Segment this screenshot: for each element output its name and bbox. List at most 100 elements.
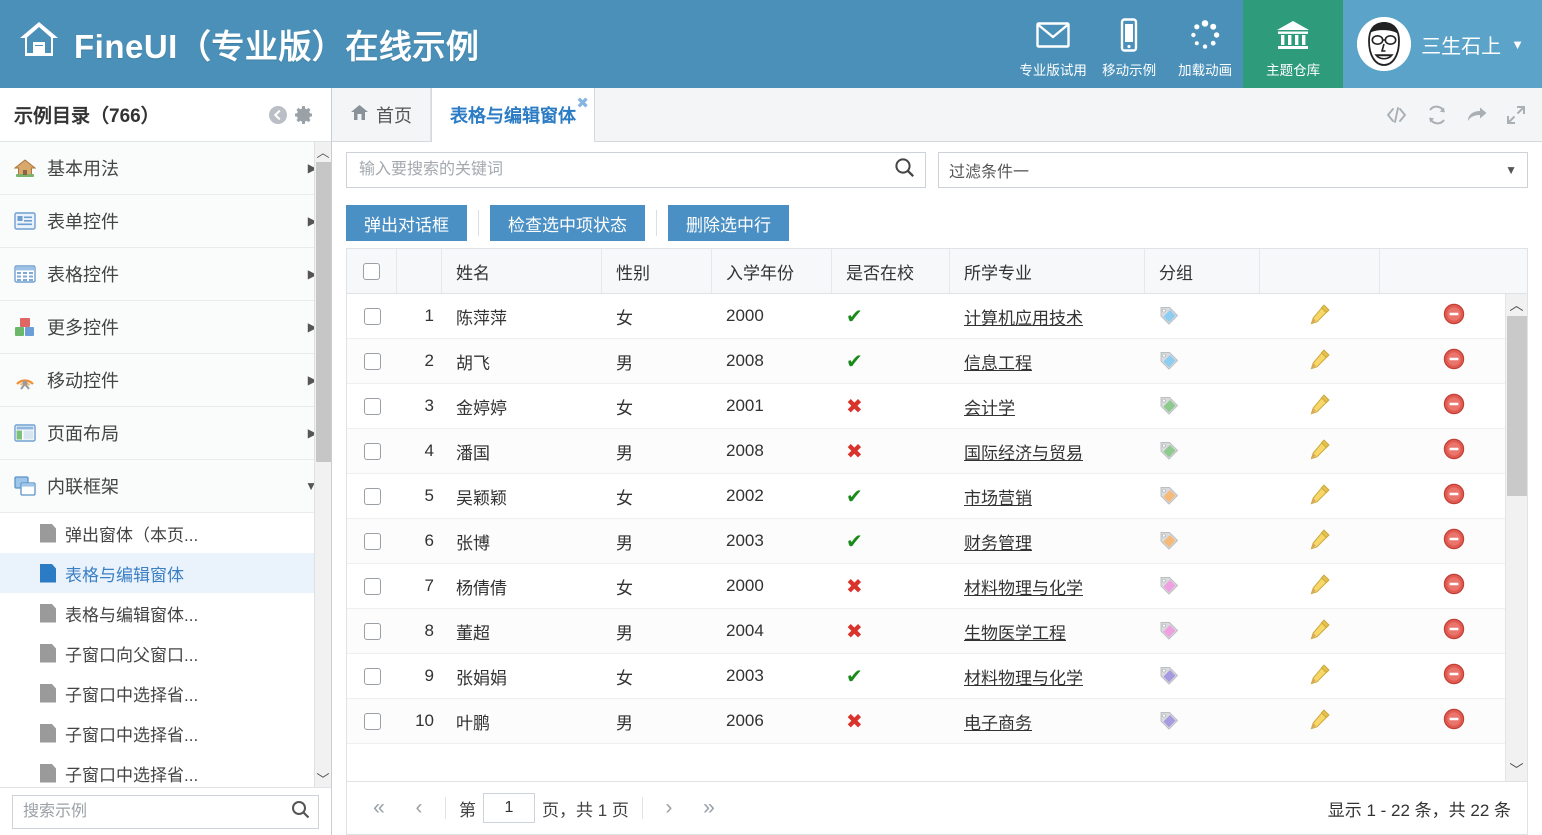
row-delete-cell[interactable] xyxy=(1380,384,1527,428)
row-edit-cell[interactable] xyxy=(1260,429,1380,473)
sidebar-scrollbar[interactable]: ︿ ﹀ xyxy=(314,142,331,787)
expand-icon[interactable] xyxy=(1506,105,1526,125)
last-page-button[interactable]: » xyxy=(703,796,715,819)
sidebar-group-page-layout[interactable]: 页面布局 ▶ xyxy=(0,407,331,460)
pencil-icon[interactable] xyxy=(1309,483,1331,510)
filter-select[interactable]: 过滤条件一 ▼ xyxy=(938,152,1528,188)
table-row[interactable]: 5 吴颖颖 女 2002 ✔ 市场营销 xyxy=(347,474,1527,519)
table-row[interactable]: 4 潘国 男 2008 ✖ 国际经济与贸易 xyxy=(347,429,1527,474)
major-link[interactable]: 材料物理与化学 xyxy=(964,578,1083,598)
minus-circle-icon[interactable] xyxy=(1443,483,1465,510)
check-selection-button[interactable]: 检查选中项状态 xyxy=(490,205,645,241)
sidebar-group-grid-controls[interactable]: 表格控件 ▶ xyxy=(0,248,331,301)
row-checkbox[interactable] xyxy=(363,712,381,730)
sidebar-leaf-child-select-province-3[interactable]: 子窗口中选择省... xyxy=(0,753,331,787)
pencil-icon[interactable] xyxy=(1309,618,1331,645)
search-icon[interactable] xyxy=(894,157,915,183)
row-delete-cell[interactable] xyxy=(1380,339,1527,383)
table-row[interactable]: 10 叶鹏 男 2006 ✖ 电子商务 xyxy=(347,699,1527,744)
row-checkbox[interactable] xyxy=(363,352,381,370)
minus-circle-icon[interactable] xyxy=(1443,438,1465,465)
major-link[interactable]: 国际经济与贸易 xyxy=(964,443,1083,463)
row-delete-cell[interactable] xyxy=(1380,519,1527,563)
row-checkbox[interactable] xyxy=(363,307,381,325)
brand[interactable]: FineUI（专业版）在线示例 xyxy=(0,0,1015,88)
prev-page-button[interactable]: ‹ xyxy=(415,796,423,819)
sidebar-group-form-controls[interactable]: 表单控件 ▶ xyxy=(0,195,331,248)
code-icon[interactable] xyxy=(1385,106,1408,124)
minus-circle-icon[interactable] xyxy=(1443,573,1465,600)
row-edit-cell[interactable] xyxy=(1260,519,1380,563)
row-delete-cell[interactable] xyxy=(1380,474,1527,518)
row-checkbox[interactable] xyxy=(363,397,381,415)
major-link[interactable]: 财务管理 xyxy=(964,533,1032,553)
header-nav-mobile-demo[interactable]: 移动示例 xyxy=(1091,0,1167,88)
keyword-input[interactable] xyxy=(357,160,894,180)
major-link[interactable]: 信息工程 xyxy=(964,353,1032,373)
sidebar-group-iframe[interactable]: 内联框架 ▼ xyxy=(0,460,331,513)
search-icon[interactable] xyxy=(291,800,310,824)
tab-home[interactable]: 首页 xyxy=(332,88,431,141)
scroll-down-icon[interactable]: ﹀ xyxy=(316,771,330,787)
delete-selected-button[interactable]: 删除选中行 xyxy=(668,205,789,241)
scrollbar-thumb[interactable] xyxy=(1507,316,1527,496)
pencil-icon[interactable] xyxy=(1309,348,1331,375)
refresh-icon[interactable] xyxy=(1426,105,1448,125)
select-all-checkbox-cell[interactable] xyxy=(347,249,397,293)
row-checkbox-cell[interactable] xyxy=(347,339,397,383)
select-all-checkbox[interactable] xyxy=(363,262,380,280)
table-row[interactable]: 7 杨倩倩 女 2000 ✖ 材料物理与化学 xyxy=(347,564,1527,609)
next-page-button[interactable]: › xyxy=(665,796,673,819)
row-checkbox-cell[interactable] xyxy=(347,384,397,428)
table-row[interactable]: 6 张博 男 2003 ✔ 财务管理 xyxy=(347,519,1527,564)
minus-circle-icon[interactable] xyxy=(1443,393,1465,420)
collapse-left-icon[interactable] xyxy=(265,102,291,128)
pencil-icon[interactable] xyxy=(1309,528,1331,555)
row-checkbox[interactable] xyxy=(363,487,381,505)
search-input[interactable] xyxy=(21,801,291,822)
sidebar-group-basic[interactable]: 基本用法 ▶ xyxy=(0,142,331,195)
row-edit-cell[interactable] xyxy=(1260,654,1380,698)
share-icon[interactable] xyxy=(1466,106,1488,124)
minus-circle-icon[interactable] xyxy=(1443,618,1465,645)
pencil-icon[interactable] xyxy=(1309,663,1331,690)
sidebar-leaf-child-to-parent[interactable]: 子窗口向父窗口... xyxy=(0,633,331,673)
row-checkbox[interactable] xyxy=(363,532,381,550)
row-delete-cell[interactable] xyxy=(1380,609,1527,653)
row-edit-cell[interactable] xyxy=(1260,564,1380,608)
sidebar-group-more-controls[interactable]: 更多控件 ▶ xyxy=(0,301,331,354)
pencil-icon[interactable] xyxy=(1309,303,1331,330)
sidebar-group-mobile-controls[interactable]: 移动控件 ▶ xyxy=(0,354,331,407)
user-menu[interactable]: 三生石上 ▼ xyxy=(1343,0,1542,88)
row-checkbox-cell[interactable] xyxy=(347,429,397,473)
minus-circle-icon[interactable] xyxy=(1443,348,1465,375)
row-edit-cell[interactable] xyxy=(1260,609,1380,653)
row-delete-cell[interactable] xyxy=(1380,699,1527,743)
close-icon[interactable]: ✖ xyxy=(576,95,589,112)
scroll-up-icon[interactable]: ︿ xyxy=(316,144,330,160)
pencil-icon[interactable] xyxy=(1309,438,1331,465)
pencil-icon[interactable] xyxy=(1309,573,1331,600)
row-edit-cell[interactable] xyxy=(1260,474,1380,518)
sidebar-leaf-child-select-province-2[interactable]: 子窗口中选择省... xyxy=(0,713,331,753)
major-link[interactable]: 计算机应用技术 xyxy=(964,308,1083,328)
table-row[interactable]: 3 金婷婷 女 2001 ✖ 会计学 xyxy=(347,384,1527,429)
show-dialog-button[interactable]: 弹出对话框 xyxy=(346,205,467,241)
row-checkbox-cell[interactable] xyxy=(347,699,397,743)
table-row[interactable]: 1 陈萍萍 女 2000 ✔ 计算机应用技术 xyxy=(347,294,1527,339)
major-link[interactable]: 生物医学工程 xyxy=(964,623,1066,643)
scroll-up-icon[interactable]: ︿ xyxy=(1509,297,1524,313)
header-nav-loading-animation[interactable]: 加载动画 xyxy=(1167,0,1243,88)
major-link[interactable]: 电子商务 xyxy=(964,713,1032,733)
row-edit-cell[interactable] xyxy=(1260,699,1380,743)
row-checkbox-cell[interactable] xyxy=(347,474,397,518)
row-delete-cell[interactable] xyxy=(1380,294,1527,338)
row-checkbox[interactable] xyxy=(363,442,381,460)
row-checkbox-cell[interactable] xyxy=(347,519,397,563)
row-checkbox-cell[interactable] xyxy=(347,609,397,653)
major-link[interactable]: 会计学 xyxy=(964,398,1015,418)
header-nav-theme-store[interactable]: 主题仓库 xyxy=(1243,0,1344,88)
row-checkbox-cell[interactable] xyxy=(347,654,397,698)
row-checkbox-cell[interactable] xyxy=(347,564,397,608)
row-checkbox[interactable] xyxy=(363,667,381,685)
